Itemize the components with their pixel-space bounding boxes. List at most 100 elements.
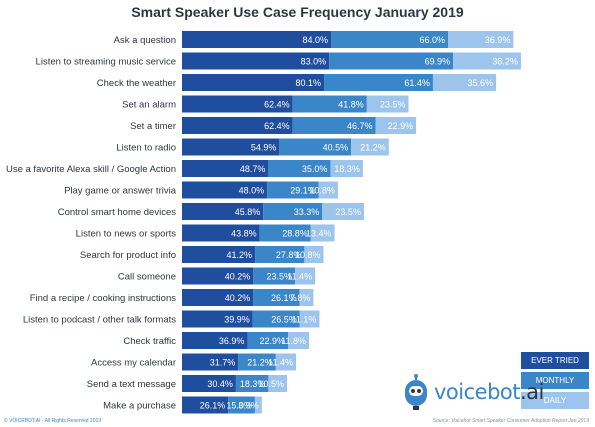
bar-ever-tried (182, 267, 254, 285)
category-label: Set an alarm (122, 100, 176, 111)
bar-daily (310, 224, 335, 242)
bar-ever-tried (182, 117, 293, 134)
bar-daily (268, 375, 287, 392)
data-label: 23.5% (266, 272, 292, 282)
category-label: Send a text message (87, 379, 176, 390)
category-label: Check traffic (123, 336, 176, 347)
bar-monthly (238, 353, 276, 371)
bar-ever-tried (182, 203, 264, 220)
data-label: 83.0% (301, 57, 327, 67)
data-label: 27.8% (276, 250, 302, 260)
bar-monthly (228, 396, 255, 414)
bar-daily (351, 138, 389, 156)
data-label: 36.9% (485, 35, 511, 45)
bar-ever-tried (182, 375, 236, 392)
bar-monthly (292, 95, 367, 113)
bar-monthly (252, 310, 300, 328)
data-label: 36.9% (219, 336, 245, 346)
bar-daily (375, 117, 417, 134)
data-label: 13.4% (306, 229, 332, 239)
bar-monthly (279, 138, 352, 156)
data-label: 45.8% (235, 207, 261, 217)
category-label: Check the weather (97, 78, 176, 89)
chart-title: Smart Speaker Use Case Frequency January… (131, 4, 464, 20)
data-label: 30.4% (207, 379, 233, 389)
data-label: 23.5% (380, 100, 406, 110)
data-label: 69.9% (425, 57, 451, 67)
bar-ever-tried (182, 31, 331, 48)
bar-daily (448, 31, 514, 48)
bar-ever-tried (182, 160, 269, 177)
bar-monthly (268, 160, 331, 177)
data-label: 29.1% (290, 186, 316, 196)
bar-monthly (324, 74, 433, 91)
category-label: Set a timer (130, 121, 176, 132)
bar-monthly (259, 224, 311, 242)
data-label: 15.0% (226, 401, 252, 411)
bar-monthly (253, 267, 295, 285)
bar-daily (299, 289, 314, 306)
category-label: Listen to radio (116, 143, 176, 154)
bar-monthly (263, 203, 323, 220)
bar-ever-tried (182, 353, 239, 371)
brand-name: voicebot (434, 380, 521, 404)
data-label: 41.2% (227, 250, 253, 260)
bar-daily (453, 52, 521, 70)
data-label: 26.1% (271, 293, 297, 303)
bar-ever-tried (182, 310, 253, 328)
bar-ever-tried (182, 181, 268, 199)
category-label: Ask a question (114, 35, 176, 46)
bar-monthly (255, 246, 305, 263)
data-label: 43.8% (231, 229, 257, 239)
category-label: Make a purchase (103, 401, 176, 412)
category-label: Find a recipe / cooking instructions (30, 293, 177, 304)
bar-daily (288, 332, 309, 349)
data-label: 61.4% (404, 78, 430, 88)
legend: EVER TRIED MONTHLY DAILY (521, 352, 589, 412)
brand-suffix: .ai (520, 380, 544, 404)
bar-daily (304, 246, 324, 263)
data-label: 3.9% (238, 401, 259, 411)
data-label: 46.7% (347, 121, 373, 131)
data-label: 21.2% (247, 358, 273, 368)
category-label: Use a favorite Alexa skill / Google Acti… (6, 164, 176, 175)
category-label: Listen to podcast / other talk formats (23, 315, 176, 326)
bar-daily (299, 310, 320, 328)
bar-daily (330, 160, 363, 177)
data-label: 35.6% (468, 78, 494, 88)
data-label: 66.0% (419, 35, 445, 45)
bar-monthly (292, 117, 376, 134)
data-label: 54.9% (251, 143, 277, 153)
bar-monthly (330, 31, 449, 48)
data-label: 48.0% (239, 186, 265, 196)
bar-daily (432, 74, 497, 91)
data-label: 23.5% (335, 207, 361, 217)
category-label: Listen to news or sports (76, 229, 177, 240)
category-label: Control smart home devices (58, 207, 177, 218)
bar-ever-tried (182, 246, 256, 263)
bar-daily (366, 95, 409, 113)
data-label: 48.7% (240, 164, 266, 174)
source-note: Source: Voicebot Smart Speaker Consumer … (432, 418, 589, 424)
data-label: 18.3% (334, 164, 360, 174)
data-label: 26.5% (271, 315, 297, 325)
bar-daily (294, 267, 316, 285)
bar-daily (322, 203, 364, 220)
bar-daily (275, 353, 297, 371)
bar-ever-tried (182, 289, 254, 306)
data-label: 11.8% (281, 336, 306, 346)
data-label: 62.4% (264, 100, 290, 110)
data-label: 40.2% (225, 293, 251, 303)
data-label: 18.3% (240, 379, 266, 389)
bar-ever-tried (182, 332, 248, 349)
legend-item-monthly: MONTHLY (521, 372, 589, 389)
data-label: 40.5% (323, 143, 349, 153)
data-label: 26.1% (200, 401, 226, 411)
bar-ever-tried (182, 52, 330, 70)
category-label: Listen to streaming music service (36, 57, 176, 68)
bar-ever-tried (182, 138, 280, 156)
category-label: Play game or answer trivia (64, 186, 177, 197)
bar-monthly (329, 52, 454, 70)
data-label: 33.3% (294, 207, 320, 217)
